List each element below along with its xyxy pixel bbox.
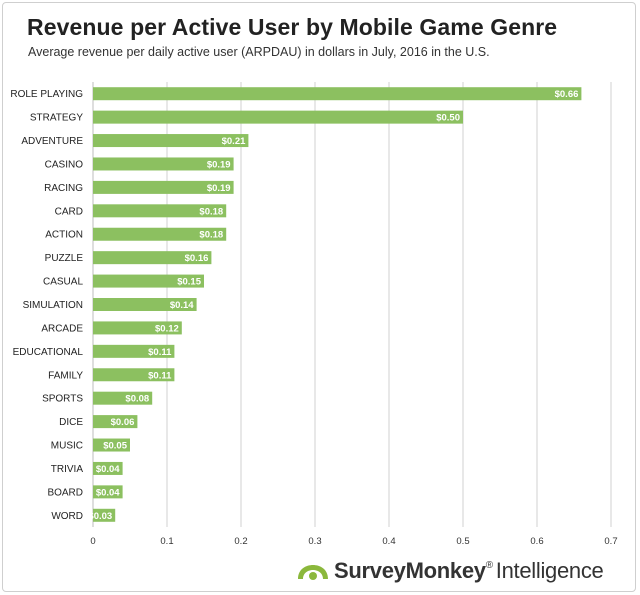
- data-label: $0.50: [436, 113, 460, 124]
- x-tick-label: 0.7: [604, 536, 617, 547]
- data-label: $0.11: [148, 370, 172, 381]
- category-label: BOARD: [47, 487, 83, 498]
- bar: [93, 508, 116, 522]
- category-label: DICE: [59, 417, 83, 428]
- category-label: SPORTS: [42, 394, 83, 405]
- x-tick-label: 0.3: [308, 536, 321, 547]
- data-label: $0.16: [185, 253, 209, 264]
- data-label: $0.19: [207, 159, 231, 170]
- brand-name: SurveyMonkey: [334, 558, 486, 583]
- category-label: PUZZLE: [45, 253, 84, 264]
- category-label: TRIVIA: [51, 464, 84, 475]
- bar: [93, 180, 234, 194]
- bar: [93, 87, 582, 101]
- category-label: RACING: [44, 183, 83, 194]
- bar: [93, 274, 204, 288]
- bar: [93, 415, 138, 429]
- category-label: ARCADE: [41, 323, 83, 334]
- data-label: $0.21: [222, 136, 246, 147]
- bar: [93, 110, 463, 124]
- category-label: MUSIC: [51, 441, 83, 452]
- category-label: EDUCATIONAL: [13, 347, 84, 358]
- bar: [93, 134, 249, 148]
- category-label: CARD: [55, 206, 83, 217]
- data-label: $0.12: [155, 323, 179, 334]
- bar: [93, 204, 227, 218]
- bar: [93, 227, 227, 241]
- data-label: $0.08: [125, 394, 149, 405]
- surveymonkey-logo-icon: [298, 565, 328, 580]
- data-label: $0.66: [555, 89, 579, 100]
- category-label: FAMILY: [48, 370, 83, 381]
- category-label: ADVENTURE: [21, 136, 83, 147]
- category-label: WORD: [51, 511, 83, 522]
- x-tick-label: 0.2: [234, 536, 247, 547]
- chart-subtitle: Average revenue per daily active user (A…: [28, 45, 490, 59]
- brand-trademark: ®: [485, 560, 493, 571]
- data-label: $0.19: [207, 183, 231, 194]
- category-label: CASINO: [45, 159, 84, 170]
- bar: [93, 321, 182, 335]
- x-tick-label: 0.4: [382, 536, 395, 547]
- data-label: $0.06: [111, 417, 135, 428]
- x-tick-label: 0: [90, 536, 95, 547]
- bar: [93, 344, 175, 358]
- data-label: $0.15: [177, 277, 201, 288]
- data-label: $0.18: [199, 206, 223, 217]
- brand-sub: Intelligence: [495, 558, 604, 583]
- data-label: $0.14: [170, 300, 194, 311]
- bar: [93, 485, 123, 499]
- category-label: STRATEGY: [30, 113, 83, 124]
- bar: [93, 368, 175, 382]
- category-label: SIMULATION: [23, 300, 83, 311]
- data-label: $0.11: [148, 347, 172, 358]
- brand-logo: SurveyMonkey ® Intelligence: [296, 556, 604, 586]
- x-tick-label: 0.1: [160, 536, 173, 547]
- x-tick-label: 0.6: [530, 536, 543, 547]
- data-label: $0.05: [103, 441, 127, 452]
- chart-title: Revenue per Active User by Mobile Game G…: [27, 14, 558, 40]
- category-label: CASUAL: [43, 277, 83, 288]
- category-label: ROLE PLAYING: [10, 89, 83, 100]
- category-label: ACTION: [45, 230, 83, 241]
- data-label: $0.18: [199, 230, 223, 241]
- x-tick-label: 0.5: [456, 536, 469, 547]
- bar: [93, 438, 130, 452]
- data-label: $0.04: [96, 487, 120, 498]
- bar: [93, 461, 123, 475]
- bar: [93, 298, 197, 311]
- bar: [93, 157, 234, 171]
- data-label: $0.03: [88, 511, 112, 522]
- bar: [93, 391, 153, 405]
- data-label: $0.04: [96, 464, 120, 475]
- bar: [93, 251, 212, 265]
